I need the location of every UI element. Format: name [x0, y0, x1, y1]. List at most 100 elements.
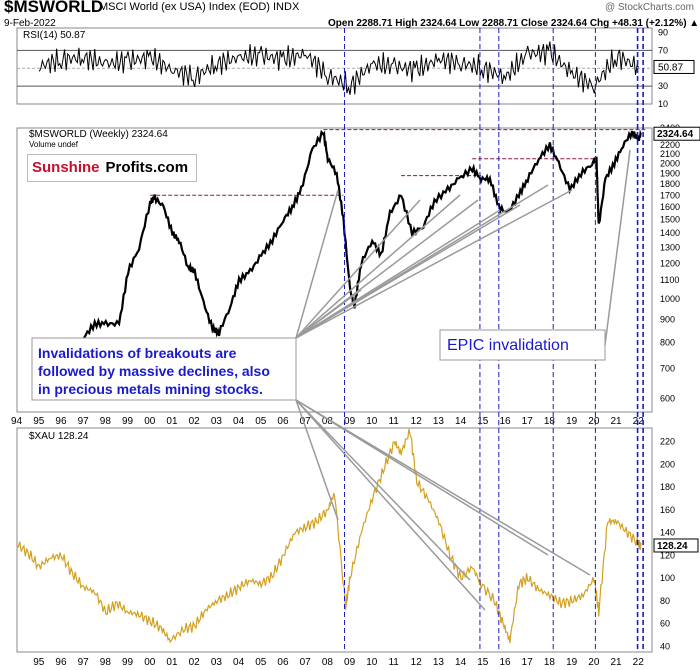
watermark: @ StockCharts.com — [604, 2, 694, 13]
xau-x-tick: 00 — [144, 657, 156, 668]
brand-part2: Profits.com — [103, 155, 191, 181]
xau-tick-label: 220 — [660, 437, 675, 447]
msworld-tick-label: 1900 — [660, 169, 680, 179]
panel-frame-rsi — [16, 27, 653, 105]
msworld-x-tick: 96 — [55, 416, 67, 427]
xau-x-tick: 13 — [433, 657, 445, 668]
xau-last-label: 128.24 — [657, 541, 688, 552]
xau-x-tick: 98 — [100, 657, 112, 668]
arrow-up-7 — [295, 184, 549, 339]
ohlc-readout: Open 2288.71 High 2324.64 Low 2288.71 Cl… — [328, 18, 700, 29]
msworld-x-tick: 07 — [300, 416, 312, 427]
xau-x-tick: 17 — [522, 657, 534, 668]
xau-tick-label: 160 — [660, 505, 675, 515]
msworld-x-tick: 17 — [522, 416, 534, 427]
xau-tick-label: 100 — [660, 573, 675, 583]
right-callout: EPIC invalidation — [447, 337, 569, 354]
xau-x-tick: 05 — [255, 657, 267, 668]
xau-x-tick: 02 — [189, 657, 201, 668]
brand-part1: Sunshine — [28, 155, 104, 181]
xau-x-tick: 04 — [233, 657, 245, 668]
msworld-tick-label: 600 — [660, 394, 675, 404]
msworld-x-tick: 97 — [78, 416, 90, 427]
msworld-tick-label: 2000 — [660, 159, 680, 169]
xau-x-tick: 03 — [211, 657, 223, 668]
arrow-up-4 — [295, 199, 479, 339]
rsi-tick-label: 90 — [658, 27, 668, 37]
xau-x-tick: 99 — [122, 657, 134, 668]
msworld-price-line — [36, 129, 642, 397]
msworld-x-tick: 18 — [544, 416, 556, 427]
msworld-tick-label: 1600 — [660, 202, 680, 212]
msworld-x-tick: 06 — [277, 416, 289, 427]
rsi-title: RSI(14) 50.87 — [23, 30, 86, 41]
panel-frame-xau — [16, 427, 653, 653]
xau-tick-label: 200 — [660, 459, 675, 469]
msworld-x-tick: 02 — [189, 416, 201, 427]
xau-tick-label: 140 — [660, 528, 675, 538]
msworld-x-tick: 21 — [610, 416, 622, 427]
brand-logo: Sunshine Profits.com — [27, 154, 197, 182]
left-callout: Invalidations of breakouts are followed … — [38, 344, 270, 398]
xau-x-tick: 95 — [33, 657, 45, 668]
xau-x-tick: 21 — [610, 657, 622, 668]
xau-x-tick: 20 — [588, 657, 600, 668]
xau-price-line — [16, 428, 642, 644]
chart-date: 9-Feb-2022 — [4, 18, 56, 29]
xau-x-tick: 01 — [166, 657, 178, 668]
msworld-tick-label: 1300 — [660, 243, 680, 253]
xau-tick-label: 180 — [660, 482, 675, 492]
msworld-x-tick: 94 — [11, 416, 23, 427]
msworld-last-label: 2324.64 — [657, 129, 694, 140]
arrow-down-1 — [295, 399, 471, 581]
xau-x-tick: 15 — [477, 657, 489, 668]
arrow-epic — [604, 149, 631, 346]
msworld-tick-label: 1700 — [660, 190, 680, 200]
left-callout-line-3: in precious metals mining stocks. — [38, 381, 263, 397]
rsi-last-label: 50.87 — [658, 62, 683, 73]
msworld-x-tick: 20 — [588, 416, 600, 427]
xau-tick-label: 80 — [660, 596, 670, 606]
msworld-tick-label: 1100 — [660, 275, 679, 285]
xau-x-tick: 22 — [633, 657, 645, 668]
msworld-x-tick: 11 — [388, 416, 399, 427]
msworld-x-tick: 98 — [100, 416, 112, 427]
msworld-tick-label: 800 — [660, 337, 675, 347]
msworld-x-tick: 08 — [322, 416, 334, 427]
msworld-x-tick: 10 — [366, 416, 378, 427]
msworld-x-tick: 09 — [344, 416, 356, 427]
xau-x-tick: 14 — [455, 657, 467, 668]
msworld-x-tick: 14 — [455, 416, 467, 427]
msworld-x-tick: 22 — [633, 416, 645, 427]
arrow-down-0 — [295, 399, 339, 521]
msworld-tick-label: 1200 — [660, 258, 680, 268]
xau-tick-label: 40 — [660, 641, 670, 651]
symbol-title: $MSWORLD — [4, 0, 104, 16]
msworld-tick-label: 700 — [660, 363, 675, 373]
xau-tick-label: 120 — [660, 550, 675, 560]
msworld-x-tick: 15 — [477, 416, 489, 427]
xau-x-tick: 09 — [344, 657, 356, 668]
msworld-x-tick: 99 — [122, 416, 134, 427]
msworld-tick-label: 2200 — [660, 140, 680, 150]
xau-x-tick: 08 — [322, 657, 334, 668]
msworld-x-tick: 05 — [255, 416, 267, 427]
arrow-up-0 — [295, 189, 339, 339]
xau-last-box — [653, 538, 699, 553]
xau-x-tick: 18 — [544, 657, 556, 668]
xau-x-tick: 07 — [300, 657, 312, 668]
msworld-x-tick: 12 — [411, 416, 423, 427]
xau-x-tick: 96 — [55, 657, 67, 668]
left-callout-box — [31, 337, 297, 401]
left-callout-line-1: Invalidations of breakouts are — [38, 345, 237, 361]
msworld-tick-label: 2100 — [660, 149, 680, 159]
msworld-tick-label: 1400 — [660, 228, 680, 238]
panel-frame-msw — [16, 127, 653, 413]
msworld-x-tick: 19 — [566, 416, 578, 427]
left-callout-line-2: followed by massive declines, also — [38, 363, 270, 379]
rsi-tick-label: 10 — [658, 99, 668, 109]
msworld-x-tick: 95 — [33, 416, 45, 427]
xau-x-tick: 10 — [366, 657, 378, 668]
